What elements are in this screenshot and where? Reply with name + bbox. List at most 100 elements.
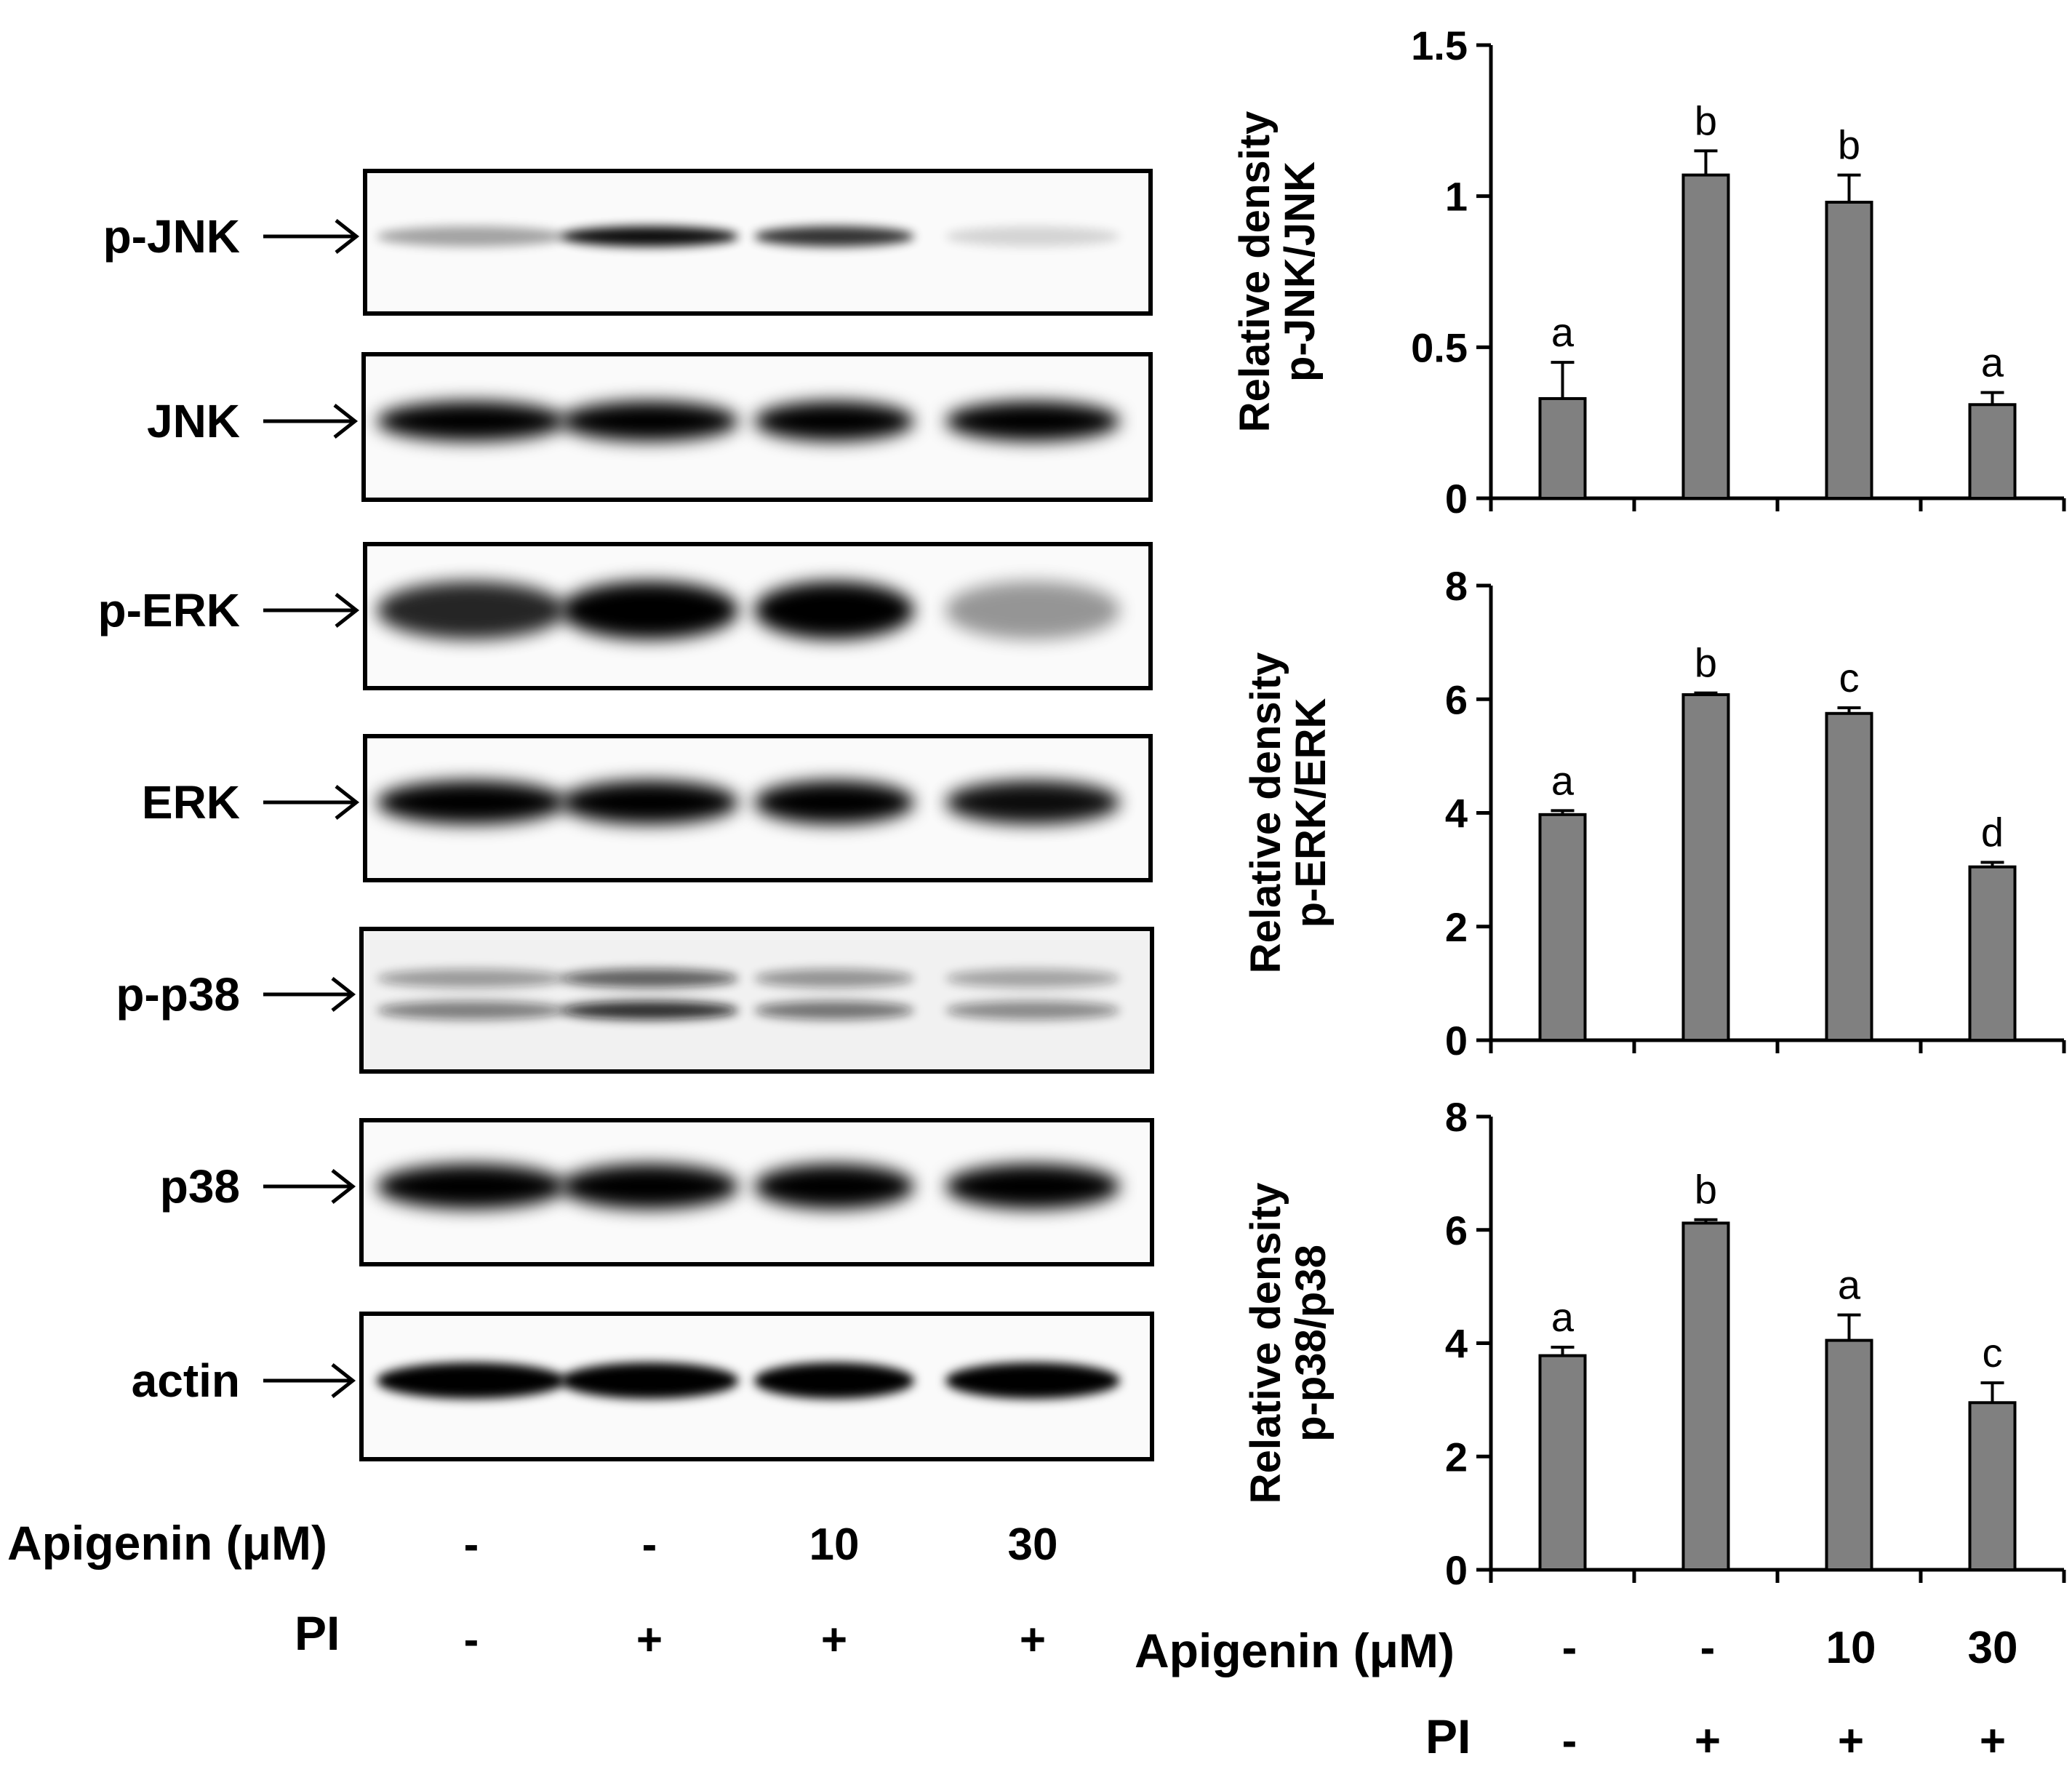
significance-label: a: [1981, 340, 2004, 386]
significance-label: c: [1839, 655, 1860, 701]
arrowhead-icon: [335, 785, 360, 820]
arrowhead-icon: [331, 1363, 356, 1398]
blot-apigenin-value: -: [642, 1520, 657, 1570]
y-axis-label: Relative density: [1242, 652, 1289, 974]
significance-label: b: [1838, 122, 1860, 168]
bar: [1825, 711, 1873, 1042]
significance-label: a: [1551, 309, 1575, 355]
significance-label: c: [1983, 1330, 2003, 1376]
blot-pi-row: PI - + + +: [295, 1606, 1046, 1665]
blot-band: [377, 401, 566, 442]
y-tick-label: 0.5: [1411, 324, 1468, 370]
arrowhead-icon: [333, 404, 359, 439]
significance-label: b: [1695, 640, 1717, 686]
protein-label: p-JNK: [103, 210, 240, 263]
protein-label: p-p38: [116, 968, 240, 1021]
blot-band: [560, 226, 739, 247]
blot-band: [377, 969, 566, 988]
y-tick-label: 8: [1445, 563, 1468, 609]
blot-band: [945, 969, 1120, 988]
chart-pi-value: -: [1562, 1716, 1577, 1766]
significance-label: b: [1695, 97, 1717, 143]
chart-apigenin-value: -: [1562, 1623, 1577, 1673]
y-tick-label: 8: [1445, 1094, 1468, 1140]
bar: [1538, 1354, 1587, 1571]
bar: [1825, 200, 1873, 500]
y-tick-label: 4: [1445, 791, 1468, 837]
blot-band: [377, 226, 566, 247]
chart-apigenin-label: Apigenin (μM): [1135, 1624, 1455, 1677]
blot-band: [754, 1001, 914, 1020]
significance-label: a: [1838, 1262, 1861, 1308]
y-tick-label: 1.5: [1411, 23, 1468, 68]
blot-band: [560, 401, 739, 442]
blot-pi-value: -: [464, 1615, 479, 1665]
blot-band: [945, 226, 1120, 247]
chart-treatment-row: Apigenin (μM) - - 10 30: [1135, 1623, 2017, 1677]
bar: [1681, 693, 1730, 1042]
y-tick-label: 6: [1445, 1208, 1468, 1253]
blot-band: [945, 1001, 1120, 1020]
bar: [1968, 403, 2017, 500]
blot-band: [377, 1164, 566, 1209]
blot-band: [560, 581, 739, 639]
chart-pi-row: PI - + + +: [1425, 1709, 2006, 1766]
blot-band: [560, 1001, 739, 1020]
bar: [1968, 865, 2017, 1042]
bar: [1538, 813, 1587, 1042]
chart-pi-value: +: [1980, 1716, 2006, 1766]
blot-band: [754, 781, 914, 824]
blot-band: [945, 1164, 1120, 1209]
blot-band: [560, 781, 739, 824]
y-axis-label: p-JNK/JNK: [1276, 161, 1324, 382]
y-tick-label: 0: [1445, 1018, 1468, 1063]
blot-apigenin-value: 10: [809, 1520, 860, 1570]
blot-pi-label: PI: [295, 1606, 340, 1660]
significance-label: a: [1551, 757, 1575, 803]
blot-band: [377, 781, 566, 824]
y-tick-label: 1: [1445, 174, 1468, 220]
blot-apigenin-value: -: [464, 1520, 479, 1570]
blot-pi-value: +: [636, 1615, 663, 1665]
y-tick-label: 6: [1445, 677, 1468, 722]
significance-label: a: [1551, 1294, 1575, 1340]
blot-band: [754, 226, 914, 247]
bar: [1825, 1338, 1873, 1571]
protein-label: ERK: [142, 776, 240, 829]
chart-apigenin-value: 30: [1968, 1623, 2018, 1673]
blot-band: [560, 1362, 739, 1399]
blot-band: [754, 581, 914, 639]
blot-band: [945, 1362, 1120, 1399]
protein-label: p38: [160, 1160, 240, 1213]
y-axis-label: p-p38/p38: [1287, 1245, 1335, 1442]
blot-band: [560, 969, 739, 988]
blot-band: [754, 969, 914, 988]
blot-band: [754, 1164, 914, 1209]
blot-band: [945, 781, 1120, 824]
y-tick-label: 0: [1445, 476, 1468, 522]
bar: [1681, 173, 1730, 500]
blot-apigenin-value: 30: [1008, 1520, 1058, 1570]
chart-apigenin-value: -: [1700, 1623, 1716, 1673]
blot-band: [377, 581, 566, 639]
chart-pi-label: PI: [1425, 1709, 1471, 1763]
arrowhead-icon: [335, 219, 360, 254]
blot-band: [945, 401, 1120, 442]
y-tick-label: 0: [1445, 1547, 1468, 1593]
blot-band: [754, 1362, 914, 1399]
y-axis-label: Relative density: [1242, 1183, 1289, 1504]
blot-band: [377, 1001, 566, 1020]
y-tick-label: 2: [1445, 1434, 1468, 1480]
y-axis-label: Relative density: [1231, 111, 1279, 433]
blot-pi-value: +: [1020, 1615, 1046, 1665]
chart-pi-value: +: [1695, 1716, 1721, 1766]
significance-label: d: [1981, 809, 2004, 855]
y-tick-label: 4: [1445, 1321, 1468, 1367]
blot-band: [377, 1362, 566, 1399]
arrowhead-icon: [335, 593, 360, 628]
arrowhead-icon: [331, 1169, 356, 1204]
blot-band: [560, 1164, 739, 1209]
bar: [1681, 1221, 1730, 1572]
protein-label: p-ERK: [97, 584, 240, 636]
